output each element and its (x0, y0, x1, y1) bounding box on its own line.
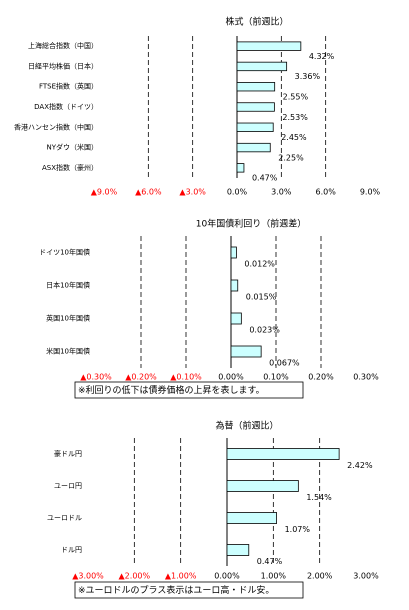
x-tick-label: ▲9.0% (91, 188, 118, 197)
chart-title: 株式（前週比） (225, 16, 288, 28)
bar (226, 480, 299, 492)
category-label: ユーロ円 (54, 482, 82, 490)
x-tick-label: 6.0% (316, 188, 337, 197)
bar (226, 512, 277, 524)
category-label: 米国10年国債 (46, 347, 90, 356)
value-label: 0.47% (252, 174, 278, 183)
chart-title: 10年国債利回り（前週差） (196, 218, 306, 230)
value-label: 2.45% (281, 133, 307, 142)
value-label: 2.53% (282, 113, 308, 122)
value-label: 2.25% (278, 153, 304, 162)
x-tick-label: 3.0% (271, 188, 292, 197)
x-tick-label: 0.10% (263, 373, 289, 382)
bar (236, 102, 275, 112)
x-tick-label: 1.00% (261, 572, 287, 581)
value-label: 0.015% (246, 293, 277, 302)
category-label: ドイツ10年国債 (39, 248, 90, 257)
category-label: 香港ハンセン指数（中国） (14, 122, 98, 131)
bar (236, 61, 288, 72)
value-label: 0.012% (244, 260, 275, 269)
bar (226, 544, 250, 556)
bar (226, 448, 340, 460)
value-label: 0.023% (249, 326, 280, 335)
bar (236, 163, 245, 173)
bar (230, 246, 237, 259)
x-tick-label: ▲0.30% (80, 373, 112, 382)
x-tick-label: 0.0% (227, 188, 248, 197)
x-tick-label: 3.00% (353, 572, 379, 581)
x-tick-label: 0.00% (218, 373, 244, 382)
bar (236, 82, 276, 92)
value-label: 2.55% (283, 92, 309, 101)
note-box (74, 381, 304, 399)
x-tick-label: 0.20% (308, 373, 334, 382)
category-label: DAX指数（ドイツ） (34, 102, 98, 111)
note: ※利回りの低下は債券価格の上昇を表します。 (78, 384, 265, 396)
category-label: ドル円 (61, 546, 82, 554)
category-label: ユーロドル (47, 514, 82, 522)
x-tick-label: ▲3.00% (72, 572, 104, 581)
value-label: 1.54% (306, 493, 332, 502)
note: ※ユーロドルのプラス表示はユーロ高・ドル安。 (78, 584, 274, 596)
x-tick-label: ▲2.00% (119, 572, 151, 581)
x-tick-label: ▲0.10% (170, 373, 202, 382)
category-label: 上海総合指数（中国） (28, 41, 98, 50)
bar (236, 41, 302, 51)
bar (230, 312, 242, 325)
chart-title: 為替（前週比） (215, 420, 278, 432)
x-tick-label: ▲3.0% (179, 188, 206, 197)
x-tick-label: ▲0.20% (125, 373, 157, 382)
category-label: 日本10年国債 (46, 281, 90, 290)
bar (230, 279, 239, 292)
value-label: 4.32% (309, 52, 335, 61)
value-label: 0.067% (269, 359, 300, 368)
x-tick-label: 0.00% (214, 572, 240, 581)
note-box (74, 581, 304, 599)
x-tick-label: 9.0% (360, 188, 381, 197)
x-tick-label: ▲6.0% (135, 188, 162, 197)
x-tick-label: 0.30% (353, 373, 379, 382)
bar (230, 345, 262, 358)
category-label: FTSE指数（英国） (39, 82, 98, 91)
value-label: 0.47% (257, 557, 283, 566)
x-tick-label: 2.00% (307, 572, 333, 581)
category-label: 日経平均株価（日本） (28, 61, 98, 70)
value-label: 1.07% (285, 525, 311, 534)
category-label: 豪ドル円 (54, 449, 82, 458)
category-label: 英国10年国債 (46, 314, 90, 323)
category-label: ASX指数（豪州） (42, 163, 98, 172)
bar (236, 142, 271, 153)
bar (236, 122, 274, 132)
category-label: NYダウ（米国） (46, 143, 98, 152)
value-label: 3.36% (295, 72, 321, 81)
value-label: 2.42% (347, 461, 373, 470)
x-tick-label: ▲1.00% (165, 572, 197, 581)
